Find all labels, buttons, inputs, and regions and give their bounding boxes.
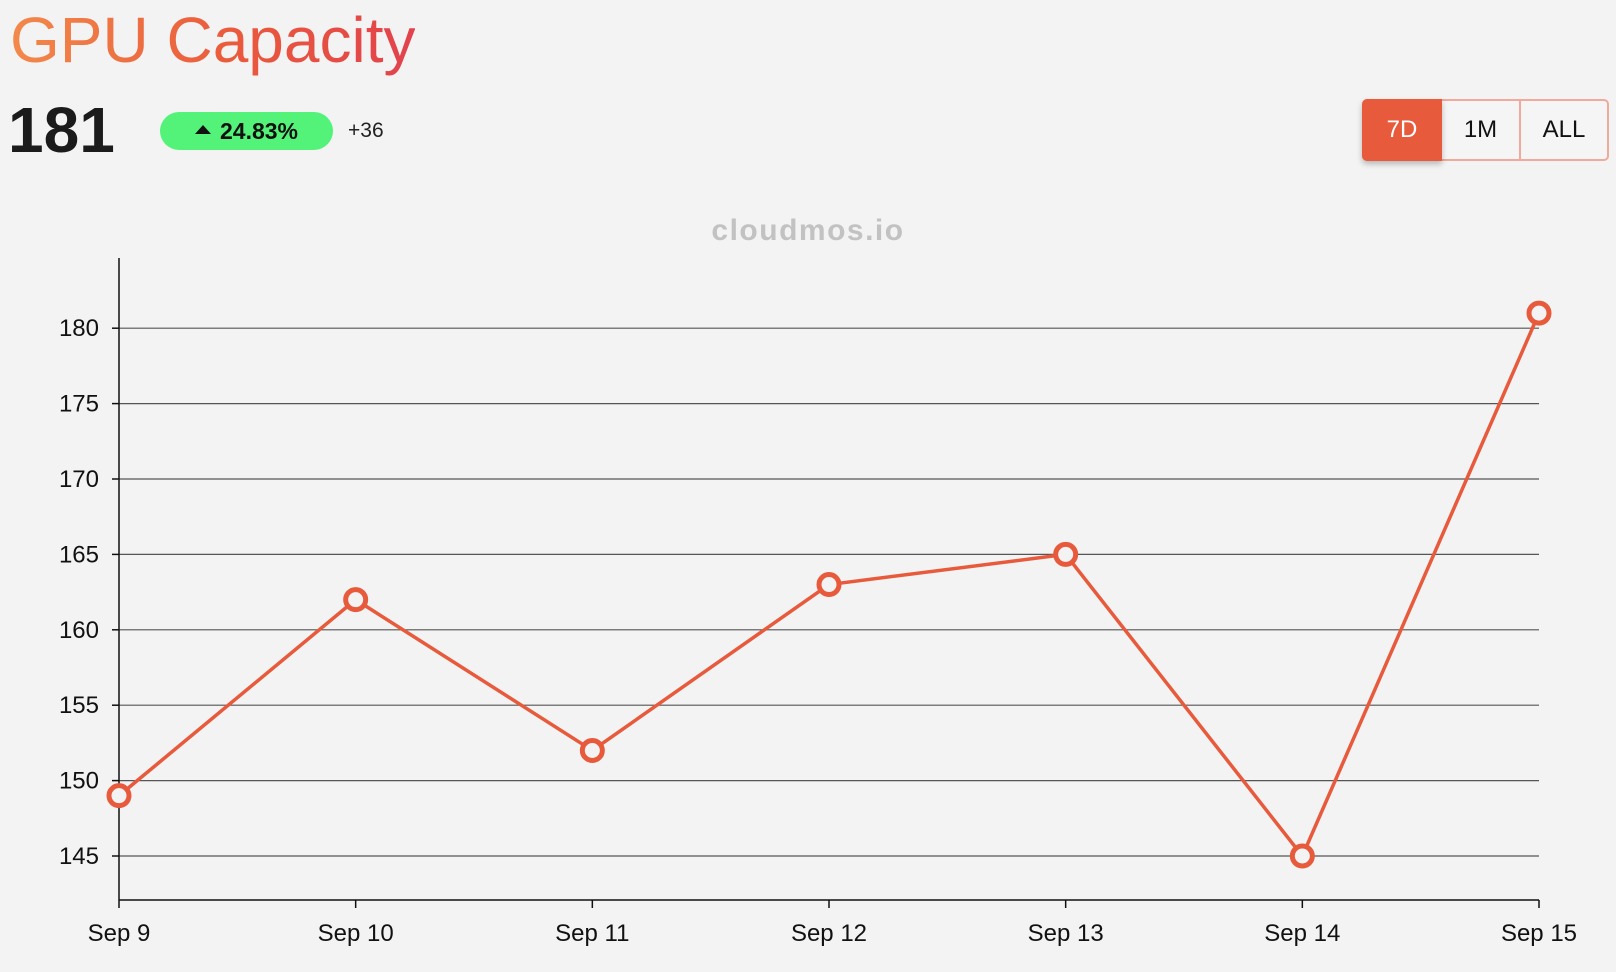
x-tick-label: Sep 11 [555,920,629,947]
data-point [579,737,605,763]
triangle-up-icon [194,125,211,134]
x-tick-label: Sep 14 [1264,920,1340,947]
y-tick-label: 180 [59,315,99,342]
page-title: GPU Capacity [10,4,416,76]
range-button-1m[interactable]: 1M [1442,99,1521,161]
y-tick-label: 165 [59,541,99,568]
y-tick-label: 175 [59,391,99,418]
time-range-selector: 7D 1M ALL [1362,99,1609,161]
change-percent: 24.83% [219,117,298,144]
y-tick-label: 150 [59,768,99,795]
change-absolute: +36 [348,119,384,142]
chart-axes: 145 150 155 160 165 170 175 180 Sep 9 Sep 10 Sep 1… [59,258,1577,947]
data-point [1526,300,1552,326]
change-badge: 24.83% [160,112,333,150]
x-tick-label: Sep 15 [1501,920,1577,947]
range-button-7d[interactable]: 7D [1362,99,1442,161]
y-tick-label: 170 [59,466,99,493]
x-tick-label: Sep 9 [88,920,151,947]
x-tick-label: Sep 13 [1028,920,1104,947]
data-point [106,783,132,809]
current-value: 181 [8,94,115,166]
data-point [816,572,842,598]
data-points [106,300,1552,869]
y-tick-label: 155 [59,692,99,719]
data-point [1053,541,1079,567]
data-point [1289,843,1315,869]
y-tick-label: 160 [59,617,99,644]
y-tick-label: 145 [59,843,99,870]
x-tick-label: Sep 12 [791,920,867,947]
data-point [343,587,369,613]
watermark: cloudmos.io [711,214,905,247]
x-tick-label: Sep 10 [318,920,394,947]
range-button-all[interactable]: ALL [1521,99,1609,161]
